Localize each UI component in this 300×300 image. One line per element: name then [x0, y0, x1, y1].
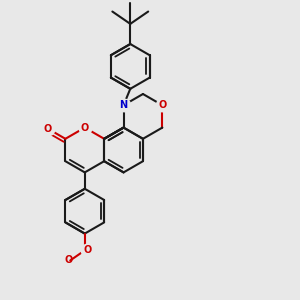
Text: N: N [119, 100, 128, 110]
Text: O: O [81, 123, 89, 133]
Text: O: O [158, 100, 166, 110]
Text: O: O [44, 124, 52, 134]
Text: O: O [83, 245, 92, 255]
Text: O: O [64, 256, 73, 266]
